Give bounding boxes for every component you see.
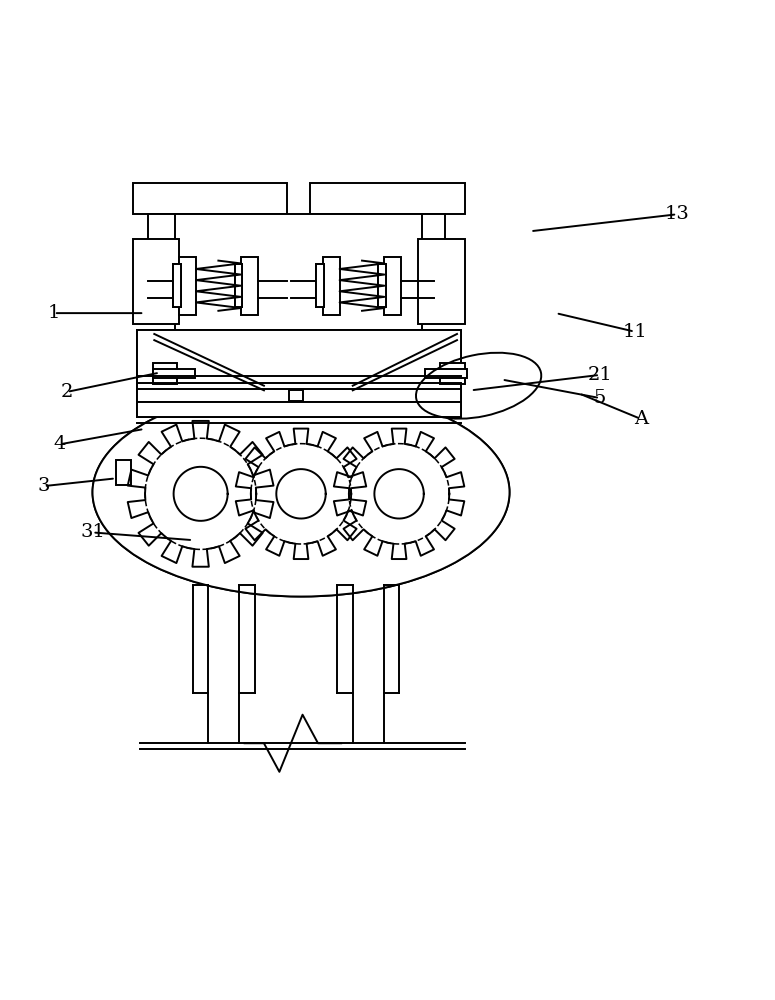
Text: 31: 31 [80, 523, 105, 541]
Text: A: A [634, 410, 648, 428]
Bar [173, 264, 181, 307]
Bar [115, 460, 131, 485]
Text: 4: 4 [53, 435, 66, 453]
Bar [136, 330, 461, 403]
Text: 1: 1 [48, 304, 60, 322]
Text: 3: 3 [38, 477, 50, 495]
Bar [136, 402, 461, 417]
Bar [136, 402, 461, 417]
Bar [235, 264, 243, 307]
Bar [403, 214, 446, 268]
Text: 5: 5 [594, 389, 606, 407]
Bar [133, 183, 287, 214]
Bar [322, 257, 339, 315]
Bar [418, 239, 465, 324]
Bar [316, 264, 324, 307]
Text: 11: 11 [622, 323, 647, 341]
Text: 21: 21 [587, 366, 612, 384]
Bar [384, 257, 401, 315]
Bar [235, 264, 243, 307]
Bar [133, 239, 179, 324]
Ellipse shape [92, 388, 509, 597]
Bar [310, 183, 465, 214]
Bar [173, 264, 181, 307]
Bar [136, 330, 461, 403]
Bar [175, 214, 422, 330]
Bar [440, 363, 465, 384]
Bar [153, 363, 177, 384]
Bar [378, 264, 386, 307]
Bar [241, 257, 258, 315]
Bar [378, 264, 386, 307]
Bar [153, 369, 195, 378]
Bar [179, 257, 196, 315]
Text: 13: 13 [665, 205, 690, 223]
Bar [425, 369, 467, 378]
Bar [288, 390, 302, 401]
Polygon shape [92, 388, 509, 597]
Text: 2: 2 [61, 383, 73, 401]
Bar [316, 264, 324, 307]
Bar [148, 214, 191, 268]
